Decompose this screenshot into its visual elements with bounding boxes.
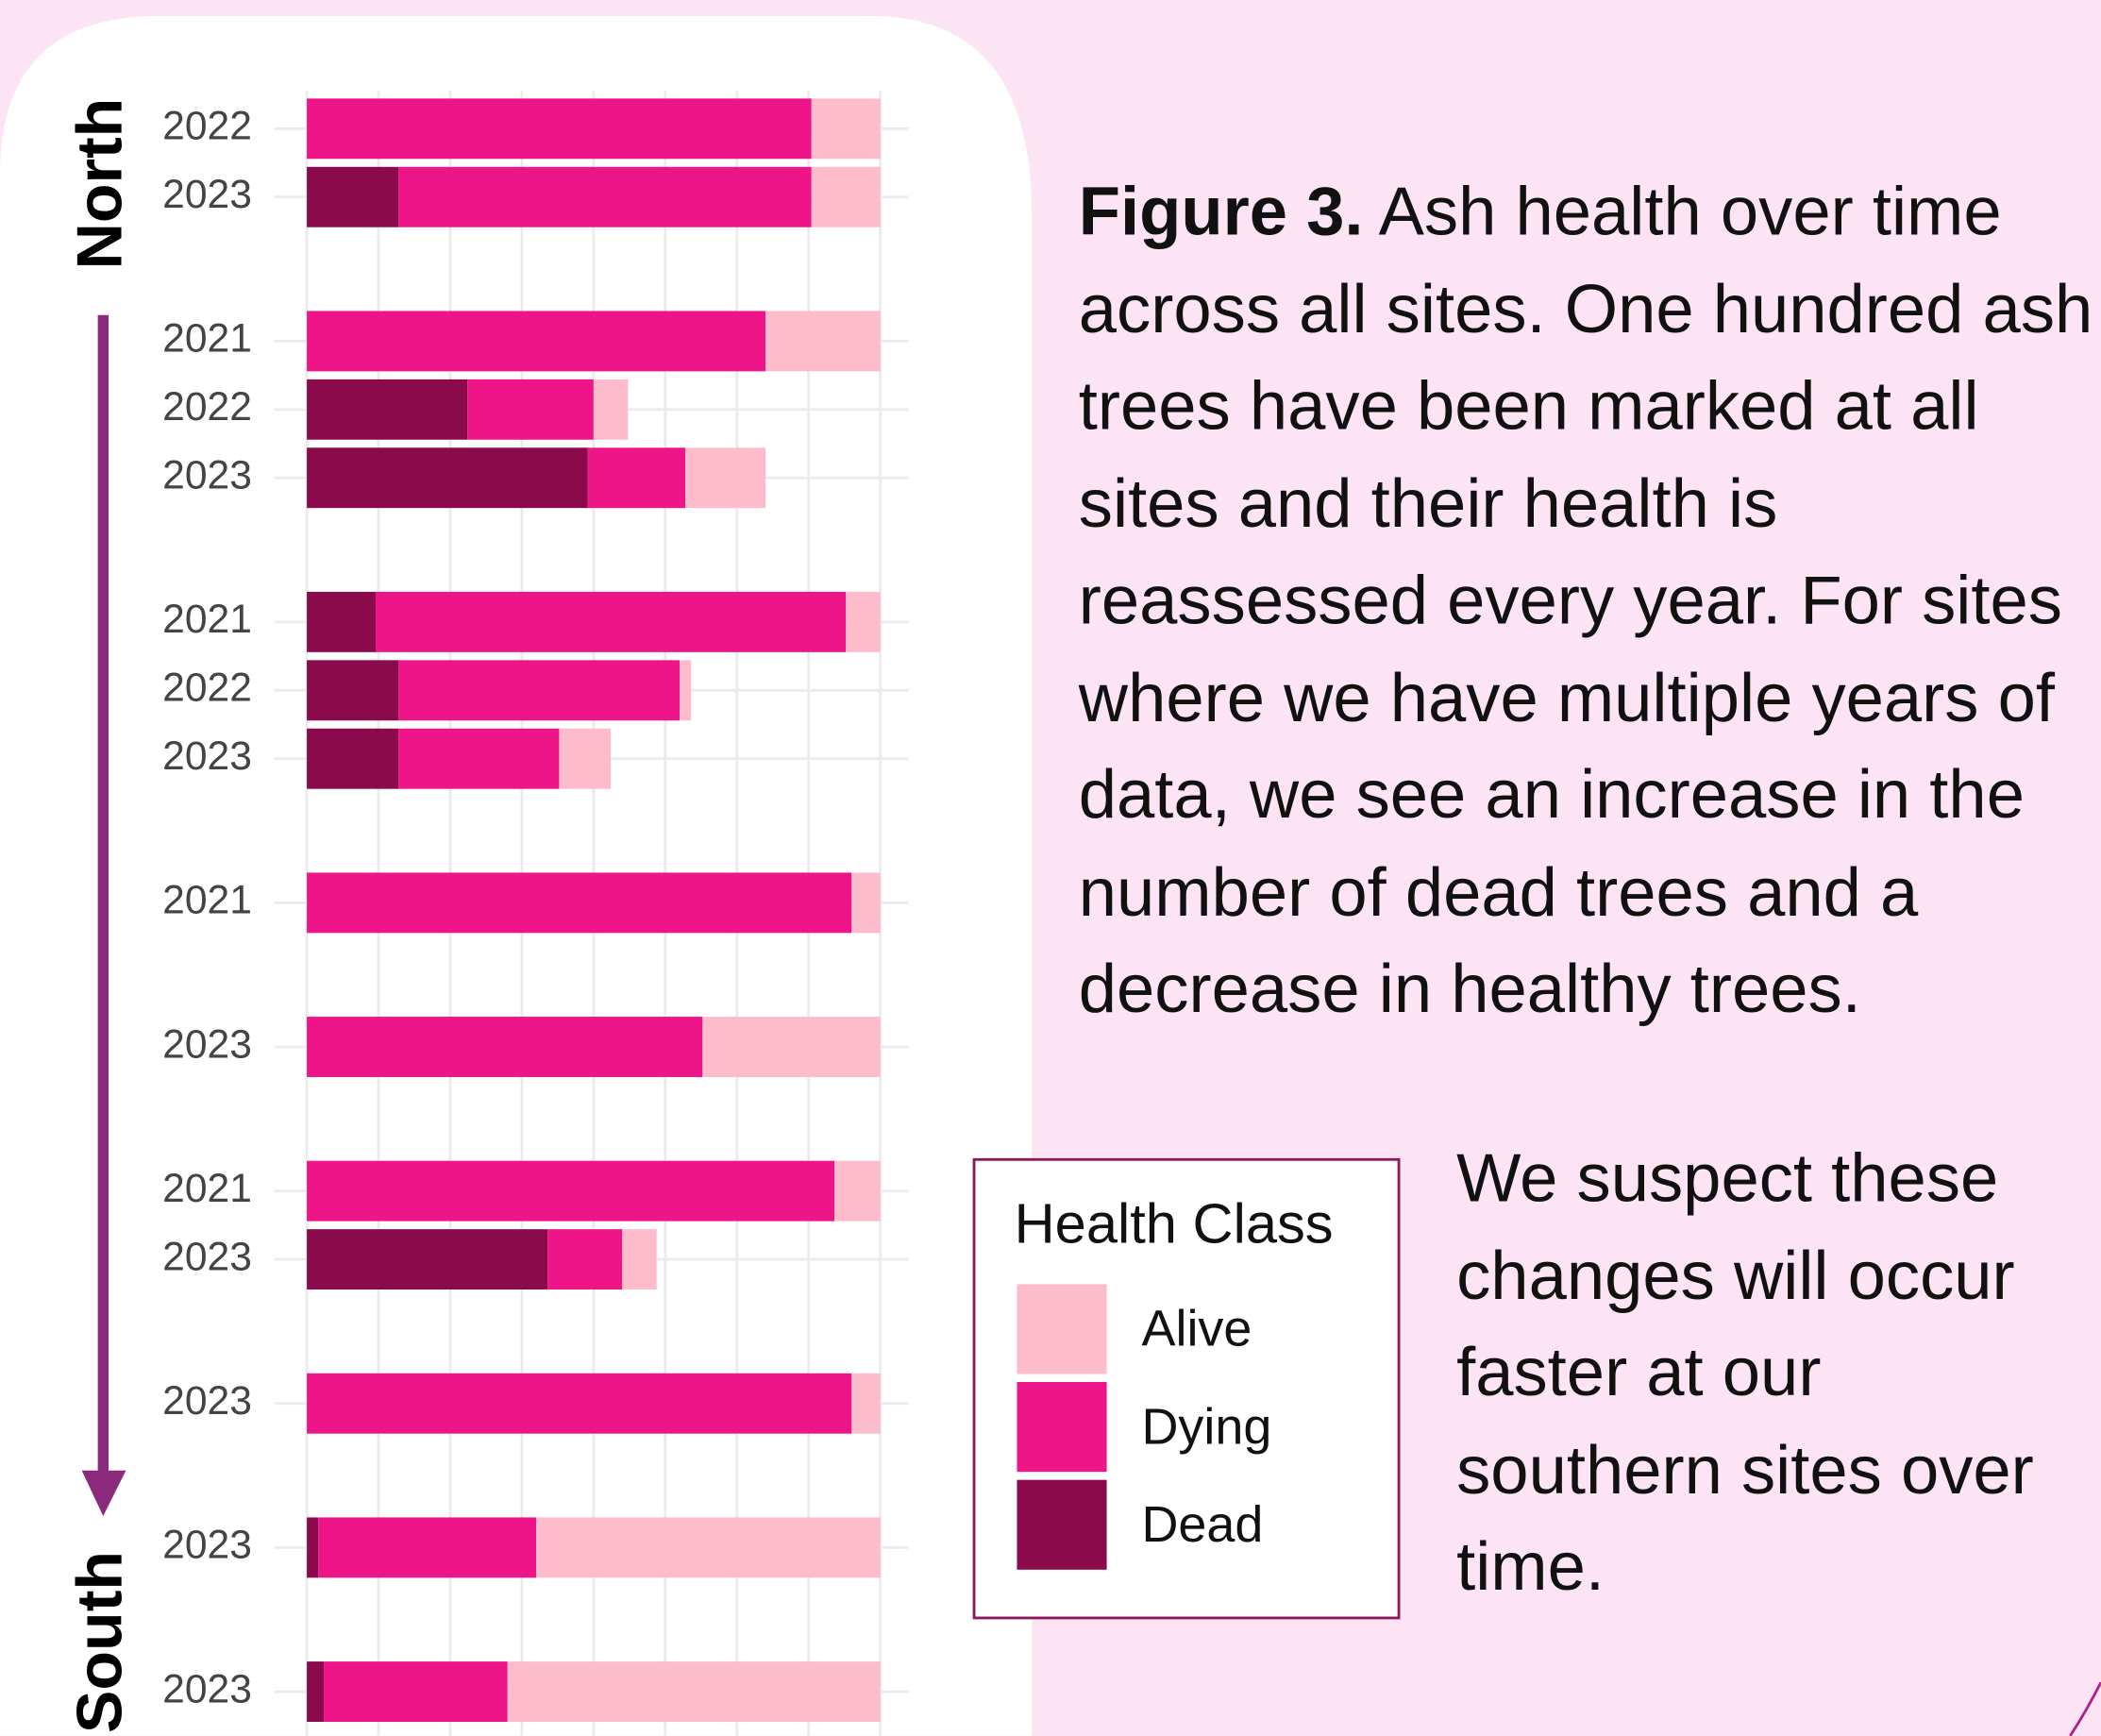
y-tick-label: 2023 bbox=[162, 1666, 252, 1711]
y-tick-label: 2022 bbox=[162, 384, 252, 430]
bar-segment bbox=[765, 311, 881, 372]
caption: Figure 3. Ash health over time across al… bbox=[1079, 163, 2097, 1038]
bar-segment bbox=[307, 447, 588, 509]
y-tick-label: 2021 bbox=[162, 878, 252, 923]
y-tick-label: 2022 bbox=[162, 104, 252, 149]
bar-segment bbox=[834, 1160, 881, 1222]
bar-segment bbox=[702, 1017, 881, 1077]
bar-segment bbox=[851, 1373, 881, 1434]
legend-title: Health Class bbox=[1015, 1191, 1334, 1255]
bar-segment bbox=[307, 1229, 548, 1290]
legend-swatch bbox=[1017, 1382, 1107, 1473]
bar-segment bbox=[559, 728, 612, 789]
bar-segment bbox=[307, 98, 812, 160]
caption-text: Ash health over time across all sites. O… bbox=[1078, 173, 2093, 1027]
y-tick-label: 2023 bbox=[162, 452, 252, 497]
bar-segment bbox=[811, 166, 881, 228]
legend-label: Alive bbox=[1141, 1301, 1252, 1357]
bar-segment bbox=[318, 1517, 537, 1578]
bar-segment bbox=[811, 98, 881, 160]
legend-swatch bbox=[1017, 1284, 1107, 1374]
legend: Alive Dying Dead bbox=[1017, 1284, 1271, 1570]
bar-segment bbox=[593, 379, 629, 440]
bar-segment bbox=[398, 728, 560, 789]
y-tick-label: 2023 bbox=[162, 1378, 252, 1424]
y-tick-label: 2023 bbox=[162, 1523, 252, 1568]
bar-segment bbox=[467, 379, 594, 440]
y-tick-label: 2021 bbox=[162, 1166, 252, 1211]
corner-decoration bbox=[2069, 1681, 2101, 1736]
bar-segment bbox=[307, 1160, 835, 1222]
bar-segment bbox=[307, 660, 399, 721]
axis-label-south: South bbox=[64, 1551, 136, 1733]
bar-segment bbox=[307, 1373, 852, 1434]
bar-segment bbox=[846, 591, 881, 652]
caption-label: Figure 3. bbox=[1078, 173, 1364, 250]
y-tick-label: 2022 bbox=[162, 666, 252, 711]
arrow-head bbox=[81, 1470, 126, 1517]
bar-segment bbox=[547, 1229, 623, 1290]
legend-swatch bbox=[1017, 1479, 1107, 1570]
bar-segment bbox=[307, 379, 468, 440]
bar-segment bbox=[507, 1661, 881, 1722]
bar-segment bbox=[680, 660, 692, 721]
bar-segment bbox=[307, 311, 766, 372]
y-tick-label: 2023 bbox=[162, 1234, 252, 1279]
bar-segment bbox=[307, 1661, 325, 1722]
legend-label: Dying bbox=[1141, 1398, 1271, 1455]
bar-segment bbox=[587, 447, 686, 509]
y-tick-label: 2023 bbox=[162, 172, 252, 217]
bar-segment bbox=[307, 1517, 319, 1578]
y-tick-label: 2021 bbox=[162, 597, 252, 642]
bar-segment bbox=[307, 166, 399, 228]
bar-segment bbox=[398, 660, 681, 721]
bar-segment bbox=[307, 1017, 703, 1077]
y-tick-label: 2023 bbox=[162, 1021, 252, 1067]
bar-segment bbox=[685, 447, 766, 509]
note: We suspect these changes will occur fast… bbox=[1456, 1139, 2034, 1605]
y-tick-label: 2021 bbox=[162, 316, 252, 362]
bar-segment bbox=[307, 872, 852, 934]
bar-segment bbox=[398, 166, 812, 228]
bar-segment bbox=[622, 1229, 657, 1290]
bar-segment bbox=[536, 1517, 881, 1578]
bar-segment bbox=[851, 872, 881, 934]
axis-label-north: North bbox=[64, 98, 136, 270]
bars: 2022 2023 2021 2022 2023 2021 2022 2023 2021 2023… bbox=[162, 98, 881, 1722]
y-tick-label: 2023 bbox=[162, 733, 252, 779]
bar-segment bbox=[307, 728, 399, 789]
legend-label: Dead bbox=[1141, 1496, 1263, 1553]
bar-segment bbox=[324, 1661, 508, 1722]
bar-segment bbox=[307, 591, 376, 652]
bar-segment bbox=[375, 591, 847, 652]
